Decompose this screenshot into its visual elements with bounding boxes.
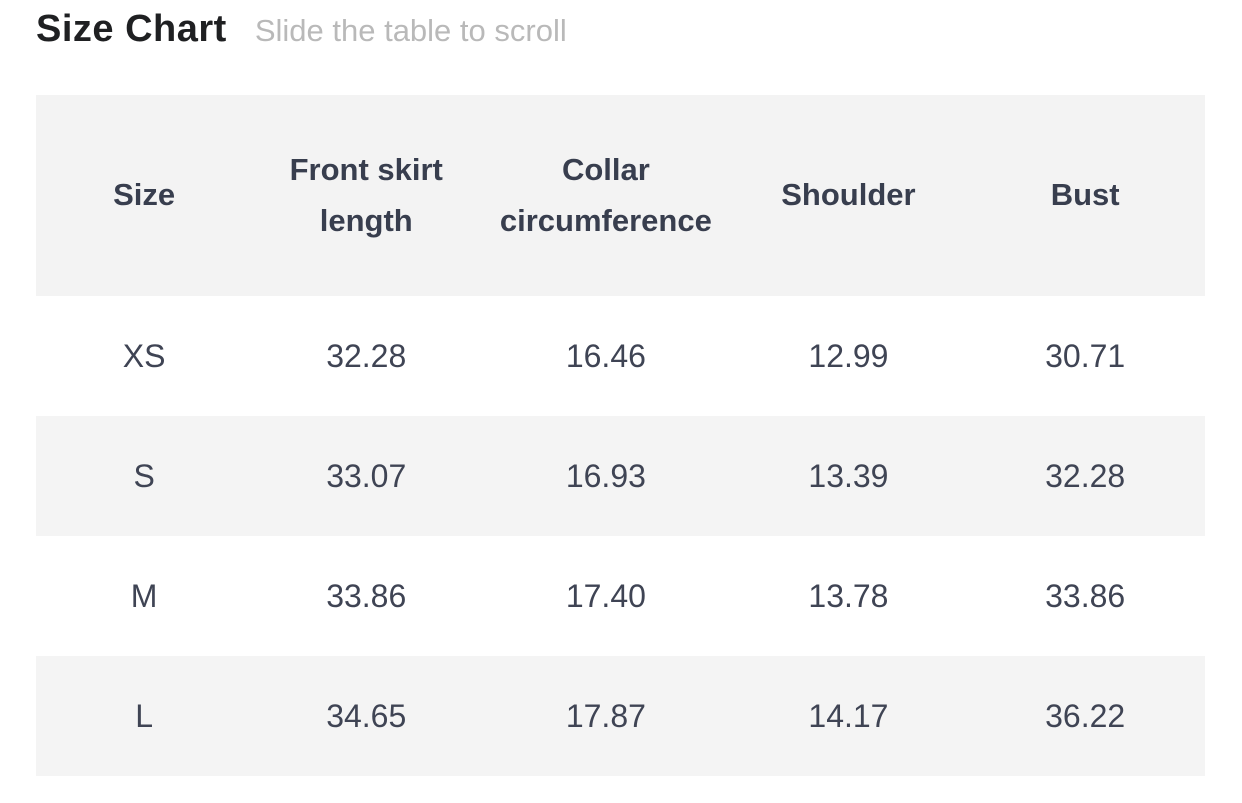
value-cell: 16.46 — [565, 337, 646, 374]
column-header-collar-circumference: Collar circumference — [499, 152, 712, 238]
size-table-scroll-area[interactable]: Size Front skirt length Collar circumfer… — [36, 95, 1205, 776]
value-cell: 30.71 — [1045, 337, 1126, 374]
size-cell: S — [133, 457, 155, 494]
size-cell: XS — [122, 337, 166, 374]
value-cell: 33.86 — [1045, 577, 1126, 614]
value-cell: 32.28 — [1045, 457, 1126, 494]
page-title: Size Chart — [36, 8, 227, 50]
value-cell: 17.87 — [565, 697, 646, 734]
table-row-l: L 34.65 17.87 14.17 36.22 — [36, 656, 1205, 776]
value-cell: 16.93 — [565, 457, 646, 494]
column-header-front-skirt-length: Front skirt length — [289, 152, 443, 238]
size-chart-table: Size Front skirt length Collar circumfer… — [36, 95, 1205, 776]
value-cell: 32.28 — [326, 337, 407, 374]
table-row-s: S 33.07 16.93 13.39 32.28 — [36, 416, 1205, 536]
value-cell: 13.78 — [808, 577, 889, 614]
value-cell: 14.17 — [808, 697, 889, 734]
value-cell: 17.40 — [565, 577, 646, 614]
value-cell: 33.86 — [326, 577, 407, 614]
size-chart-header: Size Chart Slide the table to scroll — [36, 8, 567, 51]
table-header-row: Size Front skirt length Collar circumfer… — [36, 95, 1205, 296]
value-cell: 13.39 — [808, 457, 889, 494]
scroll-hint-text: Slide the table to scroll — [254, 13, 567, 48]
column-header-size: Size — [113, 177, 176, 213]
table-row-m: M 33.86 17.40 13.78 33.86 — [36, 536, 1205, 656]
table-row-xs: XS 32.28 16.46 12.99 30.71 — [36, 296, 1205, 416]
size-cell: M — [130, 577, 158, 614]
column-header-shoulder: Shoulder — [781, 177, 916, 213]
value-cell: 34.65 — [326, 697, 407, 734]
value-cell: 36.22 — [1045, 697, 1126, 734]
value-cell: 33.07 — [326, 457, 407, 494]
value-cell: 12.99 — [808, 337, 889, 374]
size-cell: L — [135, 697, 154, 734]
column-header-bust: Bust — [1050, 177, 1120, 213]
